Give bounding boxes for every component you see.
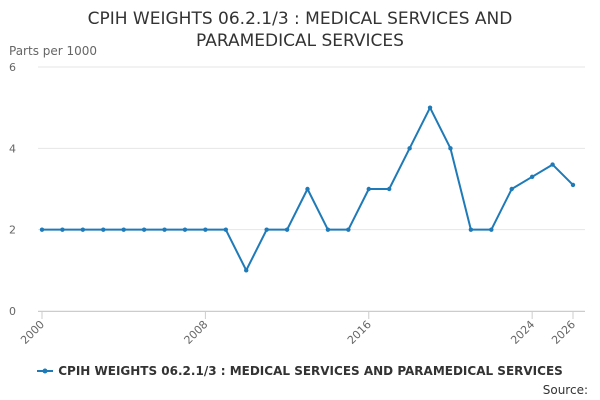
- data-point: [489, 227, 494, 232]
- y-tick-label: 4: [9, 142, 16, 155]
- x-tick-label: 2008: [182, 318, 211, 347]
- y-tick-label: 2: [9, 224, 16, 237]
- legend[interactable]: CPIH WEIGHTS 06.2.1/3 : MEDICAL SERVICES…: [0, 364, 600, 378]
- data-point: [244, 268, 249, 273]
- y-tick-label: 0: [9, 305, 16, 318]
- data-point: [448, 146, 453, 151]
- x-tick-label: 2016: [345, 318, 374, 347]
- y-tick-label: 6: [9, 61, 16, 74]
- data-point: [305, 186, 310, 192]
- data-point: [223, 227, 229, 232]
- data-point: [264, 227, 269, 232]
- data-point: [101, 227, 106, 232]
- data-point: [121, 227, 126, 232]
- data-point: [529, 174, 535, 179]
- data-point: [284, 227, 290, 232]
- data-point: [550, 162, 555, 167]
- x-tick-label: 2024: [508, 318, 537, 347]
- data-point: [366, 186, 371, 192]
- x-tick-label: 2000: [18, 318, 47, 347]
- source-label: Source:: [542, 383, 588, 397]
- data-point: [203, 227, 208, 232]
- y-axis-ticks: 0 2 4 6: [9, 61, 16, 318]
- data-point: [468, 227, 474, 232]
- data-point: [80, 227, 86, 232]
- data-point: [427, 105, 433, 110]
- grid-lines: [38, 66, 585, 312]
- data-point: [325, 227, 331, 232]
- x-tick-label: 2026: [549, 318, 578, 347]
- legend-line-symbol: [37, 368, 54, 374]
- x-axis: 2000 2008 2016 2024 2026: [18, 311, 585, 347]
- data-point: [39, 227, 45, 232]
- data-point: [182, 227, 188, 232]
- chart-title: CPIH WEIGHTS 06.2.1/3 : MEDICAL SERVICES…: [87, 9, 513, 51]
- data-point: [141, 227, 147, 232]
- series-group: [39, 105, 576, 273]
- y-axis-unit-label: Parts per 1000: [9, 44, 98, 58]
- data-point: [386, 186, 392, 192]
- data-point: [570, 182, 576, 188]
- data-point: [346, 227, 351, 232]
- data-point: [509, 186, 514, 192]
- data-point: [407, 146, 412, 151]
- legend-series-label: CPIH WEIGHTS 06.2.1/3 : MEDICAL SERVICES…: [58, 364, 563, 378]
- data-point: [162, 227, 167, 232]
- data-point: [60, 227, 65, 232]
